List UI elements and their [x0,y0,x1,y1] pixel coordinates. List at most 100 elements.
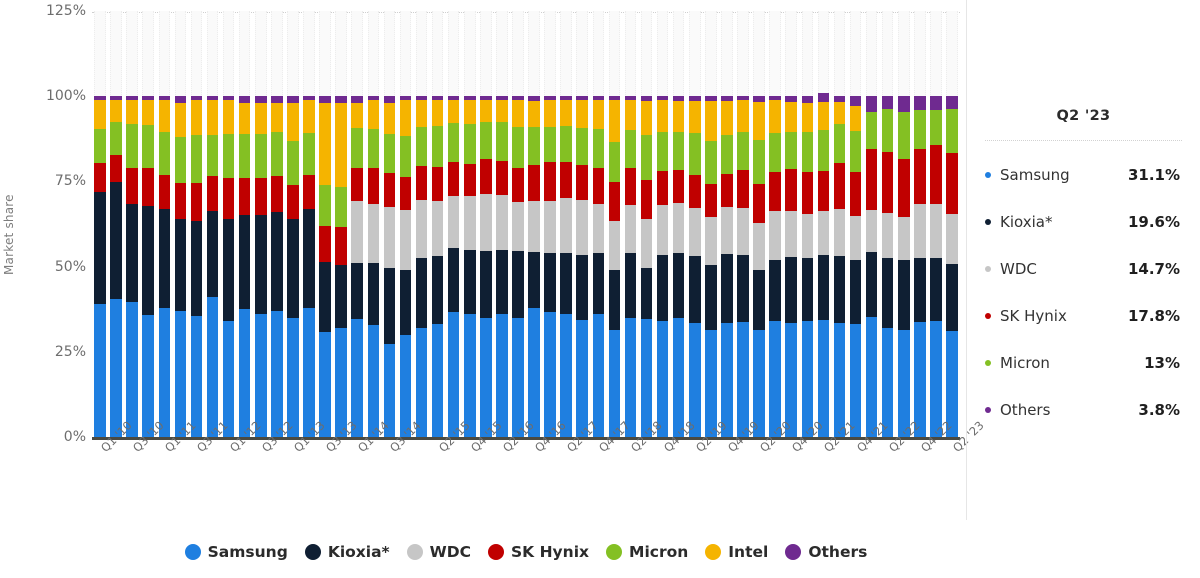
table-row[interactable] [737,96,749,437]
table-row[interactable] [126,96,138,437]
table-row[interactable] [753,96,765,437]
table-row[interactable] [383,96,396,437]
table-row[interactable] [656,96,669,437]
series-color-dot-icon [985,312,991,319]
table-row[interactable] [946,96,958,437]
table-row[interactable] [865,96,878,437]
table-row[interactable] [496,96,508,437]
table-row[interactable] [914,96,926,437]
table-row[interactable] [335,96,347,437]
bar-segment [303,307,315,437]
bar-segment [881,109,894,152]
table-row[interactable] [238,96,251,437]
table-row[interactable] [94,96,106,437]
table-row[interactable] [849,96,862,437]
bar-segment [560,252,572,315]
table-row[interactable] [544,96,556,437]
list-item[interactable]: Others 3.8% [981,386,1186,433]
table-row[interactable] [930,96,942,437]
bar-segment [480,158,492,195]
side-panel-list: Samsung 31.1% Kioxia* 19.6% WDC 14.7% SK Hynix… [981,151,1186,433]
legend-item-label: Intel [728,543,769,561]
table-row[interactable] [897,96,910,437]
bar-segment [560,161,572,199]
legend-color-swatch-icon [606,544,623,560]
bar-segment [624,130,637,168]
table-row[interactable] [222,96,235,437]
table-row[interactable] [206,96,219,437]
bar-segment [287,317,299,437]
table-row[interactable] [785,96,797,437]
bar-segment [480,96,492,100]
bar-segment [287,218,299,318]
table-row[interactable] [672,96,685,437]
table-row[interactable] [592,96,605,437]
bar-segment [640,319,653,437]
table-row[interactable] [319,96,331,437]
table-row[interactable] [688,96,701,437]
list-item[interactable]: Kioxia* 19.6% [981,198,1186,245]
table-row[interactable] [817,92,830,437]
table-row[interactable] [528,96,540,437]
table-row[interactable] [142,96,155,437]
table-row[interactable] [254,96,267,437]
table-row[interactable] [174,96,187,437]
table-row[interactable] [190,96,203,437]
bar-segment [640,268,653,320]
legend-item-kioxia[interactable]: Kioxia* [304,543,390,561]
table-row[interactable] [287,96,299,437]
table-row[interactable] [560,96,572,437]
bar-segment [721,322,733,437]
legend-item-intel[interactable]: Intel [705,543,768,561]
table-row[interactable] [705,96,717,437]
table-row[interactable] [271,96,283,437]
legend-item-others[interactable]: Others [785,543,867,561]
bar-segment [737,255,749,322]
table-row[interactable] [480,96,492,437]
bar-segment [126,302,138,437]
table-row[interactable] [721,96,733,437]
table-row[interactable] [769,96,781,437]
table-row[interactable] [303,96,315,437]
table-row[interactable] [576,96,589,437]
bar-segment [897,330,910,437]
table-row[interactable] [415,96,428,437]
legend-item-micron[interactable]: Micron [606,543,688,561]
table-row[interactable] [367,96,380,437]
table-row[interactable] [881,96,894,437]
bar-segment [415,327,428,437]
bar-segment [881,151,894,214]
bar-segment [914,258,926,322]
table-row[interactable] [608,96,621,437]
table-row[interactable] [463,96,476,437]
list-item[interactable]: Samsung 31.1% [981,151,1186,198]
bar-segment [206,96,219,100]
legend-item-skhynix[interactable]: SK Hynix [488,543,589,561]
bar-segment [431,323,444,437]
list-item[interactable]: SK Hynix 17.8% [981,292,1186,339]
legend-item-samsung[interactable]: Samsung [184,543,288,561]
table-row[interactable] [158,96,171,437]
bar-segment [608,100,621,142]
table-row[interactable] [512,96,524,437]
table-row[interactable] [640,96,653,437]
bar-segment [238,103,251,134]
legend-item-wdc[interactable]: WDC [406,543,471,561]
bar-segment [769,260,781,322]
table-row[interactable] [399,96,412,437]
table-row[interactable] [110,96,122,437]
bar-segment [238,308,251,437]
table-row[interactable] [624,96,637,437]
list-item[interactable]: Micron 13% [981,339,1186,386]
bar-segment [849,324,862,437]
bar-segment [287,103,299,141]
table-row[interactable] [801,96,814,437]
bar-segment [769,321,781,437]
bar-segment [705,140,717,185]
series-value: 19.6% [1127,212,1180,231]
table-row[interactable] [447,96,460,437]
table-row[interactable] [431,96,444,437]
table-row[interactable] [351,96,363,437]
table-row[interactable] [833,96,846,437]
list-item[interactable]: WDC 14.7% [981,245,1186,292]
